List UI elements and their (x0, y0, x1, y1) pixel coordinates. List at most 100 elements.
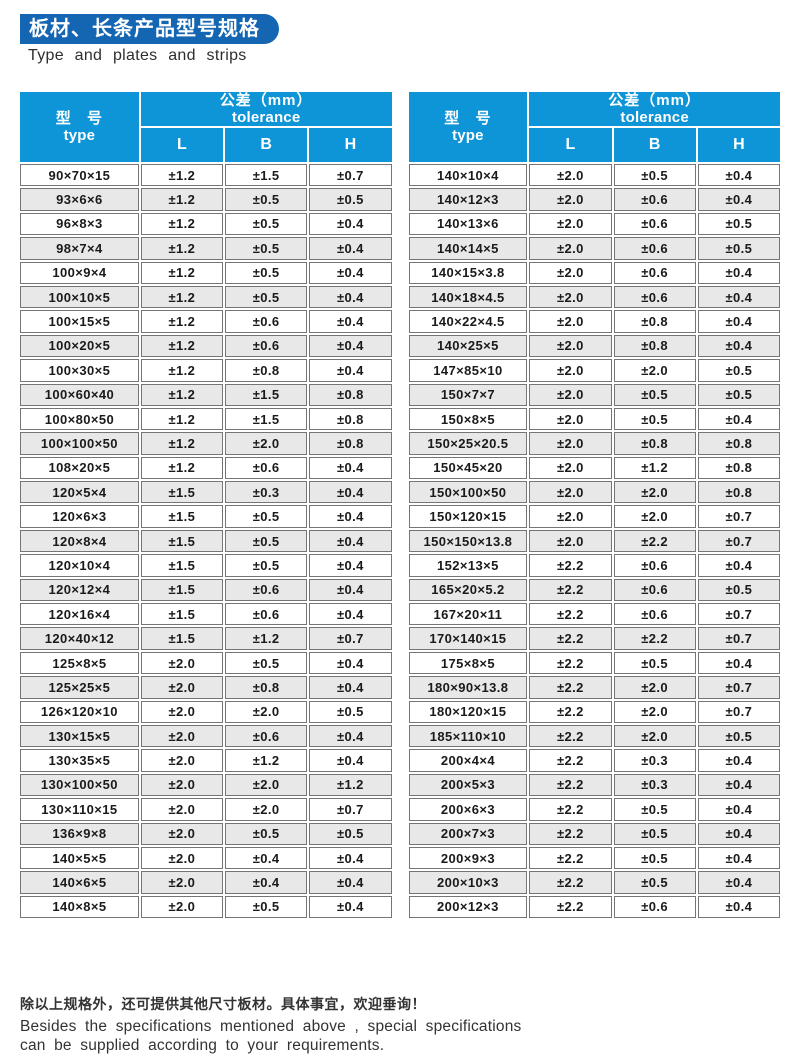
tolerance-cell: ±2.2 (529, 700, 612, 723)
tolerance-cell: ±2.0 (140, 871, 224, 894)
type-cell: 147×85×10 (408, 359, 528, 382)
tolerance-cell: ±2.0 (529, 334, 612, 358)
tolerance-cell: ±0.8 (309, 432, 392, 455)
tolerance-cell: ±0.5 (613, 407, 696, 431)
tolerance-header-cn: 公差（mm） (608, 92, 701, 109)
type-cell: 100×10×5 (20, 285, 139, 309)
tolerance-cell: ±1.5 (140, 554, 224, 577)
tolerance-cell: ±2.0 (225, 798, 308, 821)
tolerance-cell: ±0.4 (309, 846, 392, 870)
tolerance-cell: ±0.5 (697, 383, 780, 406)
type-cell: 130×35×5 (20, 749, 139, 772)
table-row: 147×85×10 ±2.0 ±2.0 ±0.5 (408, 359, 780, 382)
tolerance-cell: ±1.2 (225, 627, 308, 650)
type-cell: 140×22×4.5 (408, 310, 528, 333)
type-cell: 130×100×50 (20, 773, 139, 797)
col-header-B: B (613, 128, 696, 162)
tolerance-cell: ±0.6 (613, 237, 696, 260)
tolerance-cell: ±2.2 (529, 651, 612, 675)
footer-note-en-line1: Besides the specifications mentioned abo… (20, 1018, 522, 1035)
type-cell: 125×25×5 (20, 676, 139, 699)
tolerance-cell: ±1.2 (140, 285, 224, 309)
type-cell: 185×110×10 (408, 724, 528, 748)
type-cell: 200×5×3 (408, 773, 528, 797)
tolerance-cell: ±1.2 (140, 261, 224, 284)
type-cell: 150×100×50 (408, 481, 528, 504)
tolerance-cell: ±0.8 (309, 407, 392, 431)
tolerance-cell: ±2.0 (140, 700, 224, 723)
tolerance-cell: ±0.7 (697, 603, 780, 626)
tolerance-cell: ±1.5 (225, 407, 308, 431)
tolerance-cell: ±0.6 (613, 212, 696, 236)
tolerance-cell: ±0.4 (697, 749, 780, 772)
tolerance-cell: ±1.5 (225, 164, 308, 187)
tolerance-cell: ±2.0 (225, 700, 308, 723)
type-cell: 120×10×4 (20, 554, 139, 577)
tolerance-cell: ±2.2 (529, 895, 612, 919)
tolerance-cell: ±2.0 (140, 798, 224, 821)
tolerance-cell: ±0.4 (309, 334, 392, 358)
tolerance-cell: ±2.2 (529, 749, 612, 772)
tolerance-cell: ±1.2 (140, 237, 224, 260)
type-header-cn: 型 号 (444, 110, 492, 127)
tolerance-cell: ±0.7 (309, 164, 392, 187)
tolerance-cell: ±0.4 (309, 724, 392, 748)
type-cell: 108×20×5 (20, 456, 139, 480)
type-cell: 170×140×15 (408, 627, 528, 650)
tolerance-cell: ±2.2 (529, 798, 612, 821)
type-cell: 126×120×10 (20, 700, 139, 723)
table-row: 120×40×12 ±1.5 ±1.2 ±0.7 (20, 627, 392, 650)
tolerance-cell: ±1.5 (140, 505, 224, 528)
tolerance-cell: ±1.5 (140, 627, 224, 650)
tolerance-cell: ±0.7 (309, 798, 392, 821)
type-cell: 180×90×13.8 (408, 676, 528, 699)
tolerance-cell: ±0.5 (697, 212, 780, 236)
tolerance-cell: ±0.5 (309, 822, 392, 845)
type-cell: 200×7×3 (408, 822, 528, 845)
table-body: 140×10×4 ±2.0 ±0.5 ±0.4 140×12×3 ±2.0 ±0.6 ±0.4… (408, 164, 780, 919)
table-row: 100×60×40 ±1.2 ±1.5 ±0.8 (20, 383, 392, 406)
tolerance-cell: ±0.4 (309, 554, 392, 577)
tolerance-cell: ±0.8 (613, 334, 696, 358)
tolerance-cell: ±0.8 (697, 456, 780, 480)
tolerance-cell: ±2.2 (529, 773, 612, 797)
tolerance-cell: ±0.4 (309, 285, 392, 309)
tolerance-cell: ±0.3 (613, 773, 696, 797)
tolerance-cell: ±2.0 (613, 676, 696, 699)
tolerance-cell: ±0.5 (697, 578, 780, 602)
table-row: 90×70×15 ±1.2 ±1.5 ±0.7 (20, 164, 392, 187)
type-cell: 140×12×3 (408, 188, 528, 211)
tolerance-cell: ±1.2 (225, 749, 308, 772)
table-row: 130×110×15 ±2.0 ±2.0 ±0.7 (20, 798, 392, 821)
table-row: 140×15×3.8 ±2.0 ±0.6 ±0.4 (408, 261, 780, 284)
tolerance-cell: ±0.6 (225, 456, 308, 480)
type-cell: 150×25×20.5 (408, 432, 528, 455)
tolerance-cell: ±0.4 (697, 188, 780, 211)
tolerance-cell: ±0.6 (613, 554, 696, 577)
tolerance-cell: ±0.5 (225, 822, 308, 845)
tolerance-cell: ±1.5 (225, 383, 308, 406)
tolerance-header-cell: 公差（mm） tolerance (529, 92, 780, 126)
table-row: 126×120×10 ±2.0 ±2.0 ±0.5 (20, 700, 392, 723)
table-row: 180×90×13.8 ±2.2 ±2.0 ±0.7 (408, 676, 780, 699)
tolerance-cell: ±0.4 (697, 651, 780, 675)
tolerance-cell: ±0.6 (225, 724, 308, 748)
type-cell: 90×70×15 (20, 164, 139, 187)
table-row: 140×5×5 ±2.0 ±0.4 ±0.4 (20, 846, 392, 870)
tolerance-cell: ±2.0 (140, 773, 224, 797)
tolerance-cell: ±2.0 (529, 529, 612, 553)
tolerance-cell: ±0.5 (613, 164, 696, 187)
table-row: 130×100×50 ±2.0 ±2.0 ±1.2 (20, 773, 392, 797)
type-header-en: type (63, 127, 96, 144)
tolerance-cell: ±2.0 (529, 481, 612, 504)
tolerance-cell: ±2.0 (140, 724, 224, 748)
type-cell: 100×80×50 (20, 407, 139, 431)
type-cell: 120×5×4 (20, 481, 139, 504)
tolerance-cell: ±1.2 (140, 432, 224, 455)
table-row: 120×10×4 ±1.5 ±0.5 ±0.4 (20, 554, 392, 577)
type-cell: 136×9×8 (20, 822, 139, 845)
type-cell: 120×12×4 (20, 578, 139, 602)
tolerance-cell: ±2.0 (529, 383, 612, 406)
tolerance-cell: ±2.0 (529, 164, 612, 187)
table-row: 200×9×3 ±2.2 ±0.5 ±0.4 (408, 846, 780, 870)
